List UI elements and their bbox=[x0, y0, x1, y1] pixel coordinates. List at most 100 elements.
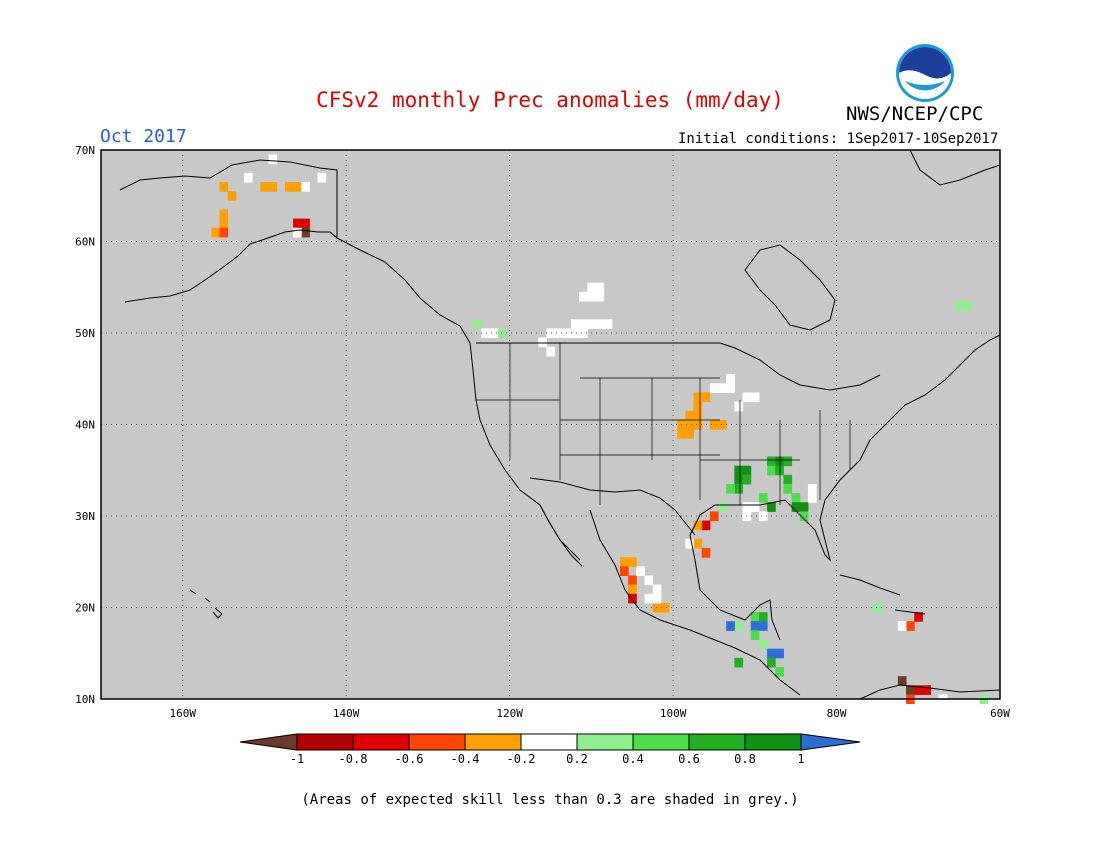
anomaly-cell bbox=[546, 328, 556, 339]
anomaly-cell bbox=[219, 227, 229, 238]
anomaly-cell bbox=[742, 392, 752, 403]
anomaly-cell bbox=[742, 474, 752, 485]
anomaly-cell bbox=[709, 383, 719, 393]
anomaly-cell bbox=[652, 593, 662, 604]
anomaly-cell bbox=[628, 584, 637, 595]
anomaly-cell bbox=[628, 575, 637, 586]
anomaly-cell bbox=[587, 282, 596, 293]
anomaly-cell bbox=[644, 575, 654, 586]
anomaly-cell bbox=[718, 419, 727, 430]
lat-tick-label: 50N bbox=[75, 327, 95, 340]
anomaly-cell bbox=[906, 685, 915, 695]
colorbar-labels: -1 -0.8 -0.6 -0.4 -0.2 0.2 0.4 0.6 0.8 1 bbox=[290, 752, 805, 766]
anomaly-cell bbox=[481, 328, 490, 339]
lat-tick-label: 70N bbox=[75, 144, 95, 157]
colorbar-label: 1 bbox=[797, 752, 804, 766]
anomaly-cell bbox=[758, 612, 768, 622]
anomaly-cell bbox=[906, 621, 915, 631]
colorbar-swatch bbox=[464, 733, 522, 751]
anomaly-cell bbox=[914, 612, 923, 622]
anomaly-cell bbox=[489, 328, 498, 339]
anomaly-cell bbox=[775, 456, 784, 467]
anomaly-cell bbox=[726, 483, 735, 494]
anomaly-cell bbox=[693, 410, 703, 421]
colorbar-swatch bbox=[632, 733, 690, 751]
anomaly-cell bbox=[955, 300, 964, 311]
colorbar-label: -0.2 bbox=[507, 752, 536, 766]
anomaly-cell bbox=[897, 621, 907, 631]
anomaly-cell bbox=[897, 676, 907, 686]
northeast-coast bbox=[889, 334, 1001, 421]
anomaly-cell bbox=[636, 566, 645, 576]
anomaly-cell bbox=[260, 182, 270, 192]
anomaly-cell bbox=[562, 328, 572, 339]
anomaly-cell bbox=[293, 227, 302, 238]
anomaly-cell bbox=[685, 429, 695, 439]
anomaly-cell bbox=[709, 511, 719, 522]
anomaly-cell bbox=[767, 648, 776, 659]
chart-title: CFSv2 monthly Prec anomalies (mm/day) bbox=[316, 88, 784, 112]
anomaly-cell bbox=[783, 483, 793, 494]
anomaly-cell bbox=[693, 419, 703, 430]
latitude-labels: 10N 20N 30N 40N 50N 60N 70N bbox=[75, 144, 95, 706]
forecast-month: Oct 2017 bbox=[100, 126, 187, 147]
lon-tick-label: 60W bbox=[990, 707, 1010, 720]
coastlines-layer bbox=[119, 149, 1001, 700]
anomaly-cell bbox=[244, 172, 253, 183]
us-canada-border bbox=[476, 342, 881, 391]
map-frame bbox=[100, 149, 1001, 700]
anomaly-cell bbox=[758, 639, 768, 650]
colorbar-label: 0.8 bbox=[734, 752, 756, 766]
anomaly-cell bbox=[807, 483, 817, 494]
colorbar-swatch bbox=[688, 733, 746, 751]
anomaly-cell bbox=[219, 182, 229, 192]
baja-coast bbox=[539, 504, 583, 567]
anomaly-cell bbox=[873, 602, 882, 613]
anomaly-cell bbox=[963, 300, 972, 311]
anomaly-cell bbox=[685, 538, 695, 549]
colorbar-arrow-high bbox=[800, 733, 861, 751]
anomaly-cell bbox=[619, 566, 629, 576]
us-state-borders bbox=[476, 343, 851, 505]
anomaly-cell bbox=[726, 383, 735, 393]
anomaly-cell bbox=[579, 328, 588, 339]
colorbar-swatch bbox=[296, 733, 354, 751]
colorbar-swatch bbox=[520, 733, 578, 751]
anomaly-cell bbox=[693, 401, 703, 412]
lat-tick-label: 10N bbox=[75, 693, 95, 706]
anomaly-cell bbox=[595, 319, 605, 329]
anomaly-cell bbox=[767, 456, 776, 467]
anomaly-cell bbox=[767, 465, 776, 476]
anomaly-cell bbox=[734, 474, 744, 485]
anomaly-cell bbox=[644, 593, 654, 604]
anomaly-cell bbox=[742, 502, 752, 512]
anomaly-cell bbox=[750, 621, 760, 631]
anomaly-cell bbox=[301, 218, 310, 229]
lon-tick-label: 160W bbox=[169, 707, 196, 720]
colorbar-swatch bbox=[576, 733, 634, 751]
anomaly-cell bbox=[685, 410, 695, 421]
longitude-labels: 160W 140W 120W 100W 80W 60W bbox=[169, 707, 1010, 720]
anomaly-cell bbox=[807, 493, 817, 503]
anomaly-cell bbox=[775, 648, 784, 659]
anomaly-cell bbox=[628, 593, 637, 604]
anomaly-cell bbox=[587, 291, 596, 302]
south-america-coast bbox=[859, 684, 1001, 700]
anomaly-cell bbox=[587, 319, 596, 329]
agency-label: NWS/NCEP/CPC bbox=[846, 103, 984, 125]
anomaly-cell bbox=[219, 209, 229, 220]
gulf-atlantic-coast bbox=[689, 419, 891, 562]
anomaly-cell bbox=[914, 685, 923, 695]
us-mexico-border bbox=[529, 477, 696, 536]
anomaly-cell bbox=[693, 538, 703, 549]
anomaly-cell bbox=[570, 319, 580, 329]
anomaly-cell bbox=[227, 191, 237, 201]
anomaly-cell bbox=[652, 584, 662, 595]
hawaii-islands bbox=[189, 589, 223, 619]
anomaly-cell bbox=[701, 392, 711, 403]
anomaly-cell bbox=[750, 612, 760, 622]
anomaly-cell bbox=[693, 520, 703, 531]
cuba-coast bbox=[839, 574, 901, 596]
anomaly-cells-layer bbox=[211, 154, 989, 705]
